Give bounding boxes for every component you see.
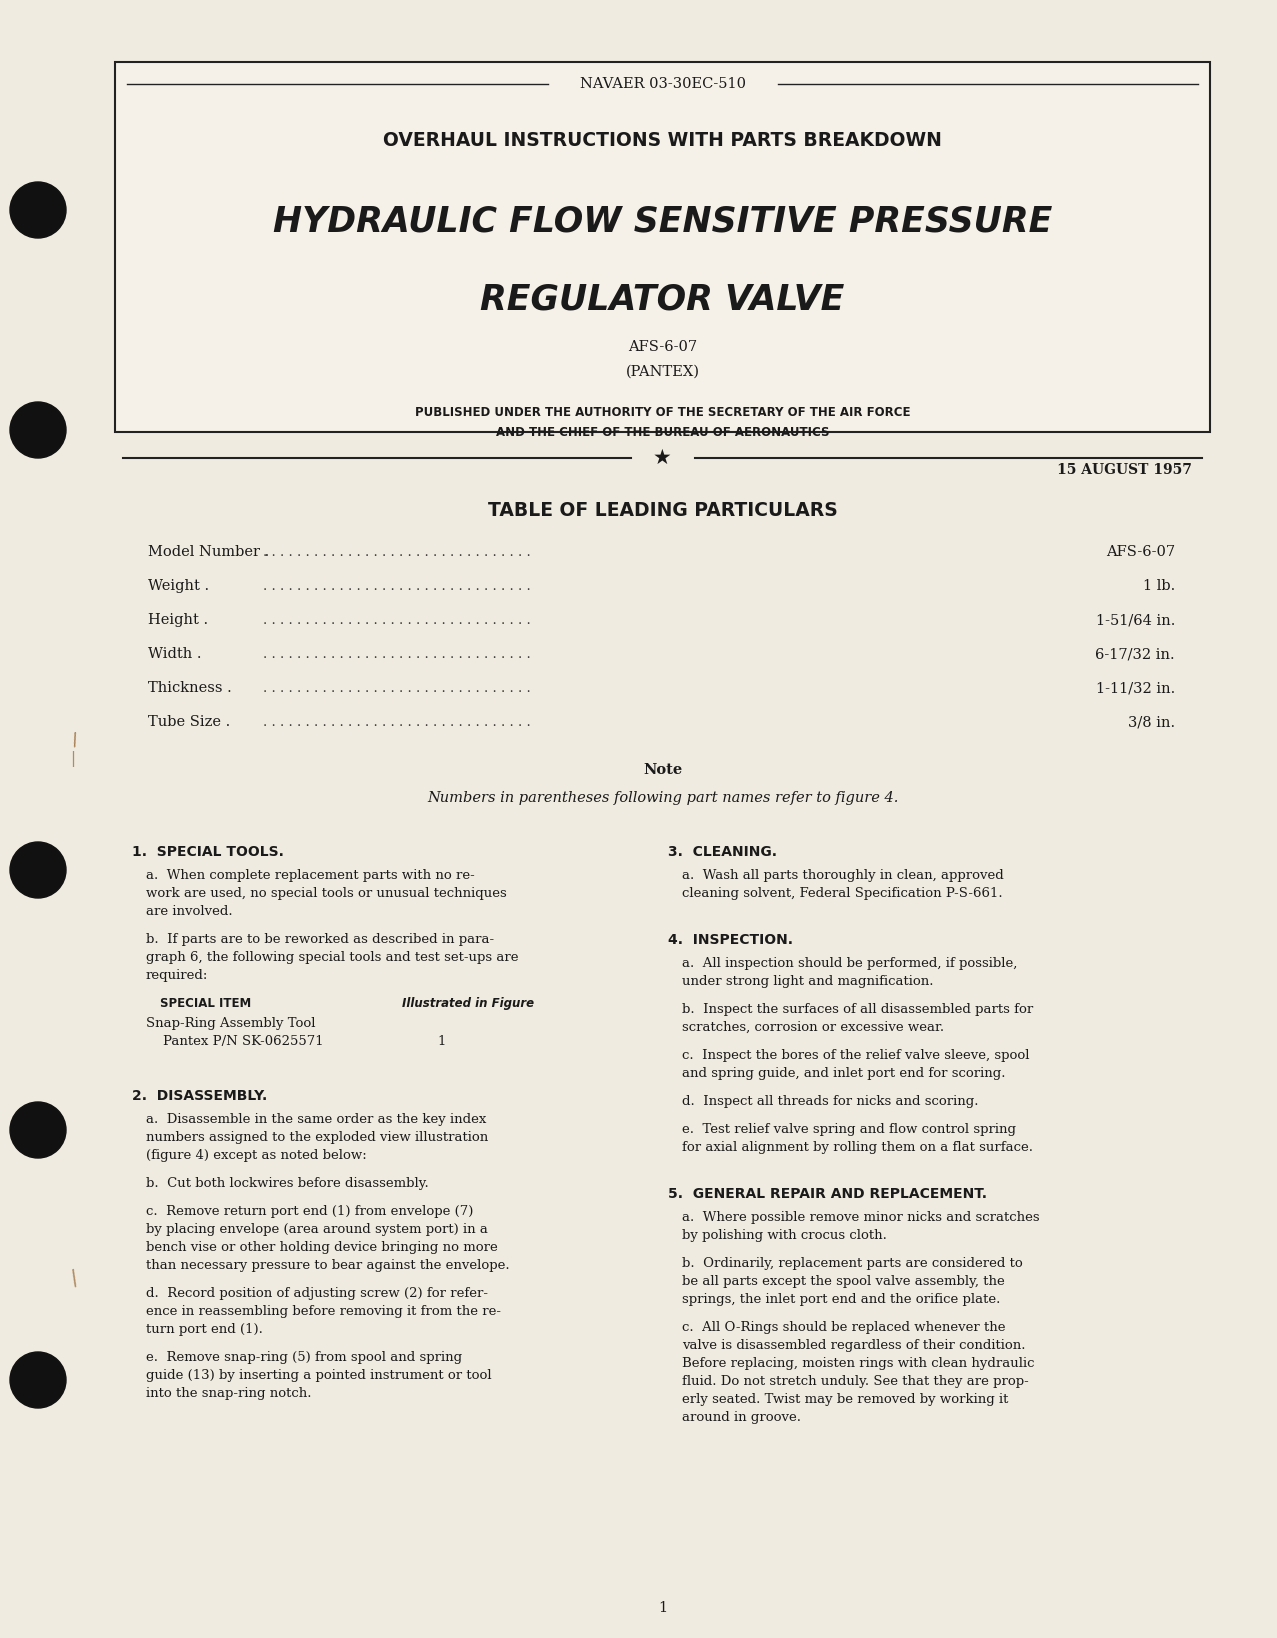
Text: 1.  SPECIAL TOOLS.: 1. SPECIAL TOOLS. [132, 845, 283, 858]
Text: b.  If parts are to be reworked as described in para-: b. If parts are to be reworked as descri… [146, 934, 494, 947]
Text: required:: required: [146, 970, 208, 983]
Text: AFS-6-07: AFS-6-07 [628, 341, 697, 354]
Text: are involved.: are involved. [146, 906, 232, 917]
Text: TABLE OF LEADING PARTICULARS: TABLE OF LEADING PARTICULARS [488, 501, 838, 519]
Text: a.  When complete replacement parts with no re-: a. When complete replacement parts with … [146, 870, 475, 881]
Text: /: / [68, 1268, 83, 1289]
Text: numbers assigned to the exploded view illustration: numbers assigned to the exploded view il… [146, 1130, 488, 1143]
Text: d.  Inspect all threads for nicks and scoring.: d. Inspect all threads for nicks and sco… [682, 1094, 978, 1107]
Text: 1: 1 [658, 1600, 667, 1615]
Text: b.  Cut both lockwires before disassembly.: b. Cut both lockwires before disassembly… [146, 1178, 429, 1189]
Text: 6-17/32 in.: 6-17/32 in. [1096, 647, 1175, 662]
Text: guide (13) by inserting a pointed instrument or tool: guide (13) by inserting a pointed instru… [146, 1369, 492, 1382]
Text: 1-11/32 in.: 1-11/32 in. [1096, 681, 1175, 695]
Text: 4.  INSPECTION.: 4. INSPECTION. [668, 934, 793, 947]
Text: . . . . . . . . . . . . . . . . . . . . . . . . . . . . . . . .: . . . . . . . . . . . . . . . . . . . . … [263, 716, 531, 729]
Text: Snap-Ring Assembly Tool: Snap-Ring Assembly Tool [146, 1017, 315, 1030]
Circle shape [10, 1351, 66, 1409]
Text: 1 lb.: 1 lb. [1143, 578, 1175, 593]
Text: under strong light and magnification.: under strong light and magnification. [682, 975, 933, 988]
Text: a.  Where possible remove minor nicks and scratches: a. Where possible remove minor nicks and… [682, 1210, 1039, 1224]
Circle shape [10, 1102, 66, 1158]
Text: b.  Ordinarily, replacement parts are considered to: b. Ordinarily, replacement parts are con… [682, 1256, 1023, 1269]
Text: erly seated. Twist may be removed by working it: erly seated. Twist may be removed by wor… [682, 1392, 1009, 1405]
Text: Width .: Width . [148, 647, 202, 662]
Text: a.  Wash all parts thoroughly in clean, approved: a. Wash all parts thoroughly in clean, a… [682, 870, 1004, 881]
Text: HYDRAULIC FLOW SENSITIVE PRESSURE: HYDRAULIC FLOW SENSITIVE PRESSURE [273, 205, 1052, 239]
Text: Thickness .: Thickness . [148, 681, 231, 695]
Text: . . . . . . . . . . . . . . . . . . . . . . . . . . . . . . . .: . . . . . . . . . . . . . . . . . . . . … [263, 545, 531, 559]
Circle shape [10, 182, 66, 238]
Text: Pantex P/N SK-0625571: Pantex P/N SK-0625571 [146, 1035, 323, 1048]
Text: 2.  DISASSEMBLY.: 2. DISASSEMBLY. [132, 1089, 267, 1102]
Text: bench vise or other holding device bringing no more: bench vise or other holding device bring… [146, 1242, 498, 1255]
Text: be all parts except the spool valve assembly, the: be all parts except the spool valve asse… [682, 1274, 1005, 1287]
Text: e.  Remove snap-ring (5) from spool and spring: e. Remove snap-ring (5) from spool and s… [146, 1351, 462, 1364]
Text: . . . . . . . . . . . . . . . . . . . . . . . . . . . . . . . .: . . . . . . . . . . . . . . . . . . . . … [263, 580, 531, 593]
Text: . . . . . . . . . . . . . . . . . . . . . . . . . . . . . . . .: . . . . . . . . . . . . . . . . . . . . … [263, 681, 531, 695]
Text: NAVAER 03-30EC-510: NAVAER 03-30EC-510 [580, 77, 746, 92]
Text: 15 AUGUST 1957: 15 AUGUST 1957 [1057, 464, 1191, 477]
Text: 3.  CLEANING.: 3. CLEANING. [668, 845, 776, 858]
Text: /: / [70, 731, 80, 749]
Text: valve is disassembled regardless of their condition.: valve is disassembled regardless of thei… [682, 1338, 1025, 1351]
Text: for axial alignment by rolling them on a flat surface.: for axial alignment by rolling them on a… [682, 1142, 1033, 1155]
Text: 1: 1 [437, 1035, 446, 1048]
Text: ence in reassembling before removing it from the re-: ence in reassembling before removing it … [146, 1305, 501, 1319]
Text: turn port end (1).: turn port end (1). [146, 1324, 263, 1337]
Text: Model Number .: Model Number . [148, 545, 269, 559]
Text: (figure 4) except as noted below:: (figure 4) except as noted below: [146, 1148, 366, 1161]
Text: REGULATOR VALVE: REGULATOR VALVE [480, 283, 844, 318]
Text: by polishing with crocus cloth.: by polishing with crocus cloth. [682, 1228, 886, 1242]
Text: fluid. Do not stretch unduly. See that they are prop-: fluid. Do not stretch unduly. See that t… [682, 1374, 1029, 1387]
Text: SPECIAL ITEM: SPECIAL ITEM [160, 998, 252, 1011]
Text: c.  Remove return port end (1) from envelope (7): c. Remove return port end (1) from envel… [146, 1206, 474, 1219]
Text: ★: ★ [653, 449, 672, 468]
Text: AFS-6-07: AFS-6-07 [1106, 545, 1175, 559]
Text: a.  Disassemble in the same order as the key index: a. Disassemble in the same order as the … [146, 1112, 487, 1125]
Text: work are used, no special tools or unusual techniques: work are used, no special tools or unusu… [146, 888, 507, 899]
Text: AND THE CHIEF OF THE BUREAU OF AERONAUTICS: AND THE CHIEF OF THE BUREAU OF AERONAUTI… [495, 426, 829, 439]
Text: 5.  GENERAL REPAIR AND REPLACEMENT.: 5. GENERAL REPAIR AND REPLACEMENT. [668, 1188, 987, 1201]
Text: Tube Size .: Tube Size . [148, 716, 230, 729]
Text: cleaning solvent, Federal Specification P-S-661.: cleaning solvent, Federal Specification … [682, 888, 1002, 899]
Text: around in groove.: around in groove. [682, 1410, 801, 1423]
Text: e.  Test relief valve spring and flow control spring: e. Test relief valve spring and flow con… [682, 1124, 1016, 1137]
Text: Weight .: Weight . [148, 578, 209, 593]
Text: springs, the inlet port end and the orifice plate.: springs, the inlet port end and the orif… [682, 1292, 1000, 1305]
Text: . . . . . . . . . . . . . . . . . . . . . . . . . . . . . . . .: . . . . . . . . . . . . . . . . . . . . … [263, 614, 531, 626]
Circle shape [10, 401, 66, 459]
Text: a.  All inspection should be performed, if possible,: a. All inspection should be performed, i… [682, 957, 1018, 970]
Text: Illustrated in Figure: Illustrated in Figure [402, 998, 534, 1011]
Text: scratches, corrosion or excessive wear.: scratches, corrosion or excessive wear. [682, 1020, 944, 1034]
Text: than necessary pressure to bear against the envelope.: than necessary pressure to bear against … [146, 1260, 510, 1273]
Text: . . . . . . . . . . . . . . . . . . . . . . . . . . . . . . . .: . . . . . . . . . . . . . . . . . . . . … [263, 647, 531, 660]
Text: by placing envelope (area around system port) in a: by placing envelope (area around system … [146, 1224, 488, 1237]
Text: Numbers in parentheses following part names refer to figure 4.: Numbers in parentheses following part na… [427, 791, 898, 804]
Bar [115, 62, 1211, 432]
Text: d.  Record position of adjusting screw (2) for refer-: d. Record position of adjusting screw (2… [146, 1287, 488, 1301]
Text: Before replacing, moisten rings with clean hydraulic: Before replacing, moisten rings with cle… [682, 1356, 1034, 1369]
Text: 1-51/64 in.: 1-51/64 in. [1096, 613, 1175, 627]
Text: Height .: Height . [148, 613, 208, 627]
Text: Note: Note [642, 763, 682, 776]
Text: graph 6, the following special tools and test set-ups are: graph 6, the following special tools and… [146, 952, 518, 965]
Circle shape [10, 842, 66, 898]
Text: and spring guide, and inlet port end for scoring.: and spring guide, and inlet port end for… [682, 1066, 1005, 1079]
Text: into the snap-ring notch.: into the snap-ring notch. [146, 1387, 312, 1400]
Text: 3/8 in.: 3/8 in. [1128, 716, 1175, 729]
Text: |: | [70, 750, 75, 767]
Text: OVERHAUL INSTRUCTIONS WITH PARTS BREAKDOWN: OVERHAUL INSTRUCTIONS WITH PARTS BREAKDO… [383, 131, 942, 149]
Text: c.  Inspect the bores of the relief valve sleeve, spool: c. Inspect the bores of the relief valve… [682, 1048, 1029, 1061]
Text: b.  Inspect the surfaces of all disassembled parts for: b. Inspect the surfaces of all disassemb… [682, 1002, 1033, 1016]
Text: (PANTEX): (PANTEX) [626, 365, 700, 378]
Text: PUBLISHED UNDER THE AUTHORITY OF THE SECRETARY OF THE AIR FORCE: PUBLISHED UNDER THE AUTHORITY OF THE SEC… [415, 406, 911, 418]
Text: c.  All O-Rings should be replaced whenever the: c. All O-Rings should be replaced whenev… [682, 1320, 1005, 1333]
